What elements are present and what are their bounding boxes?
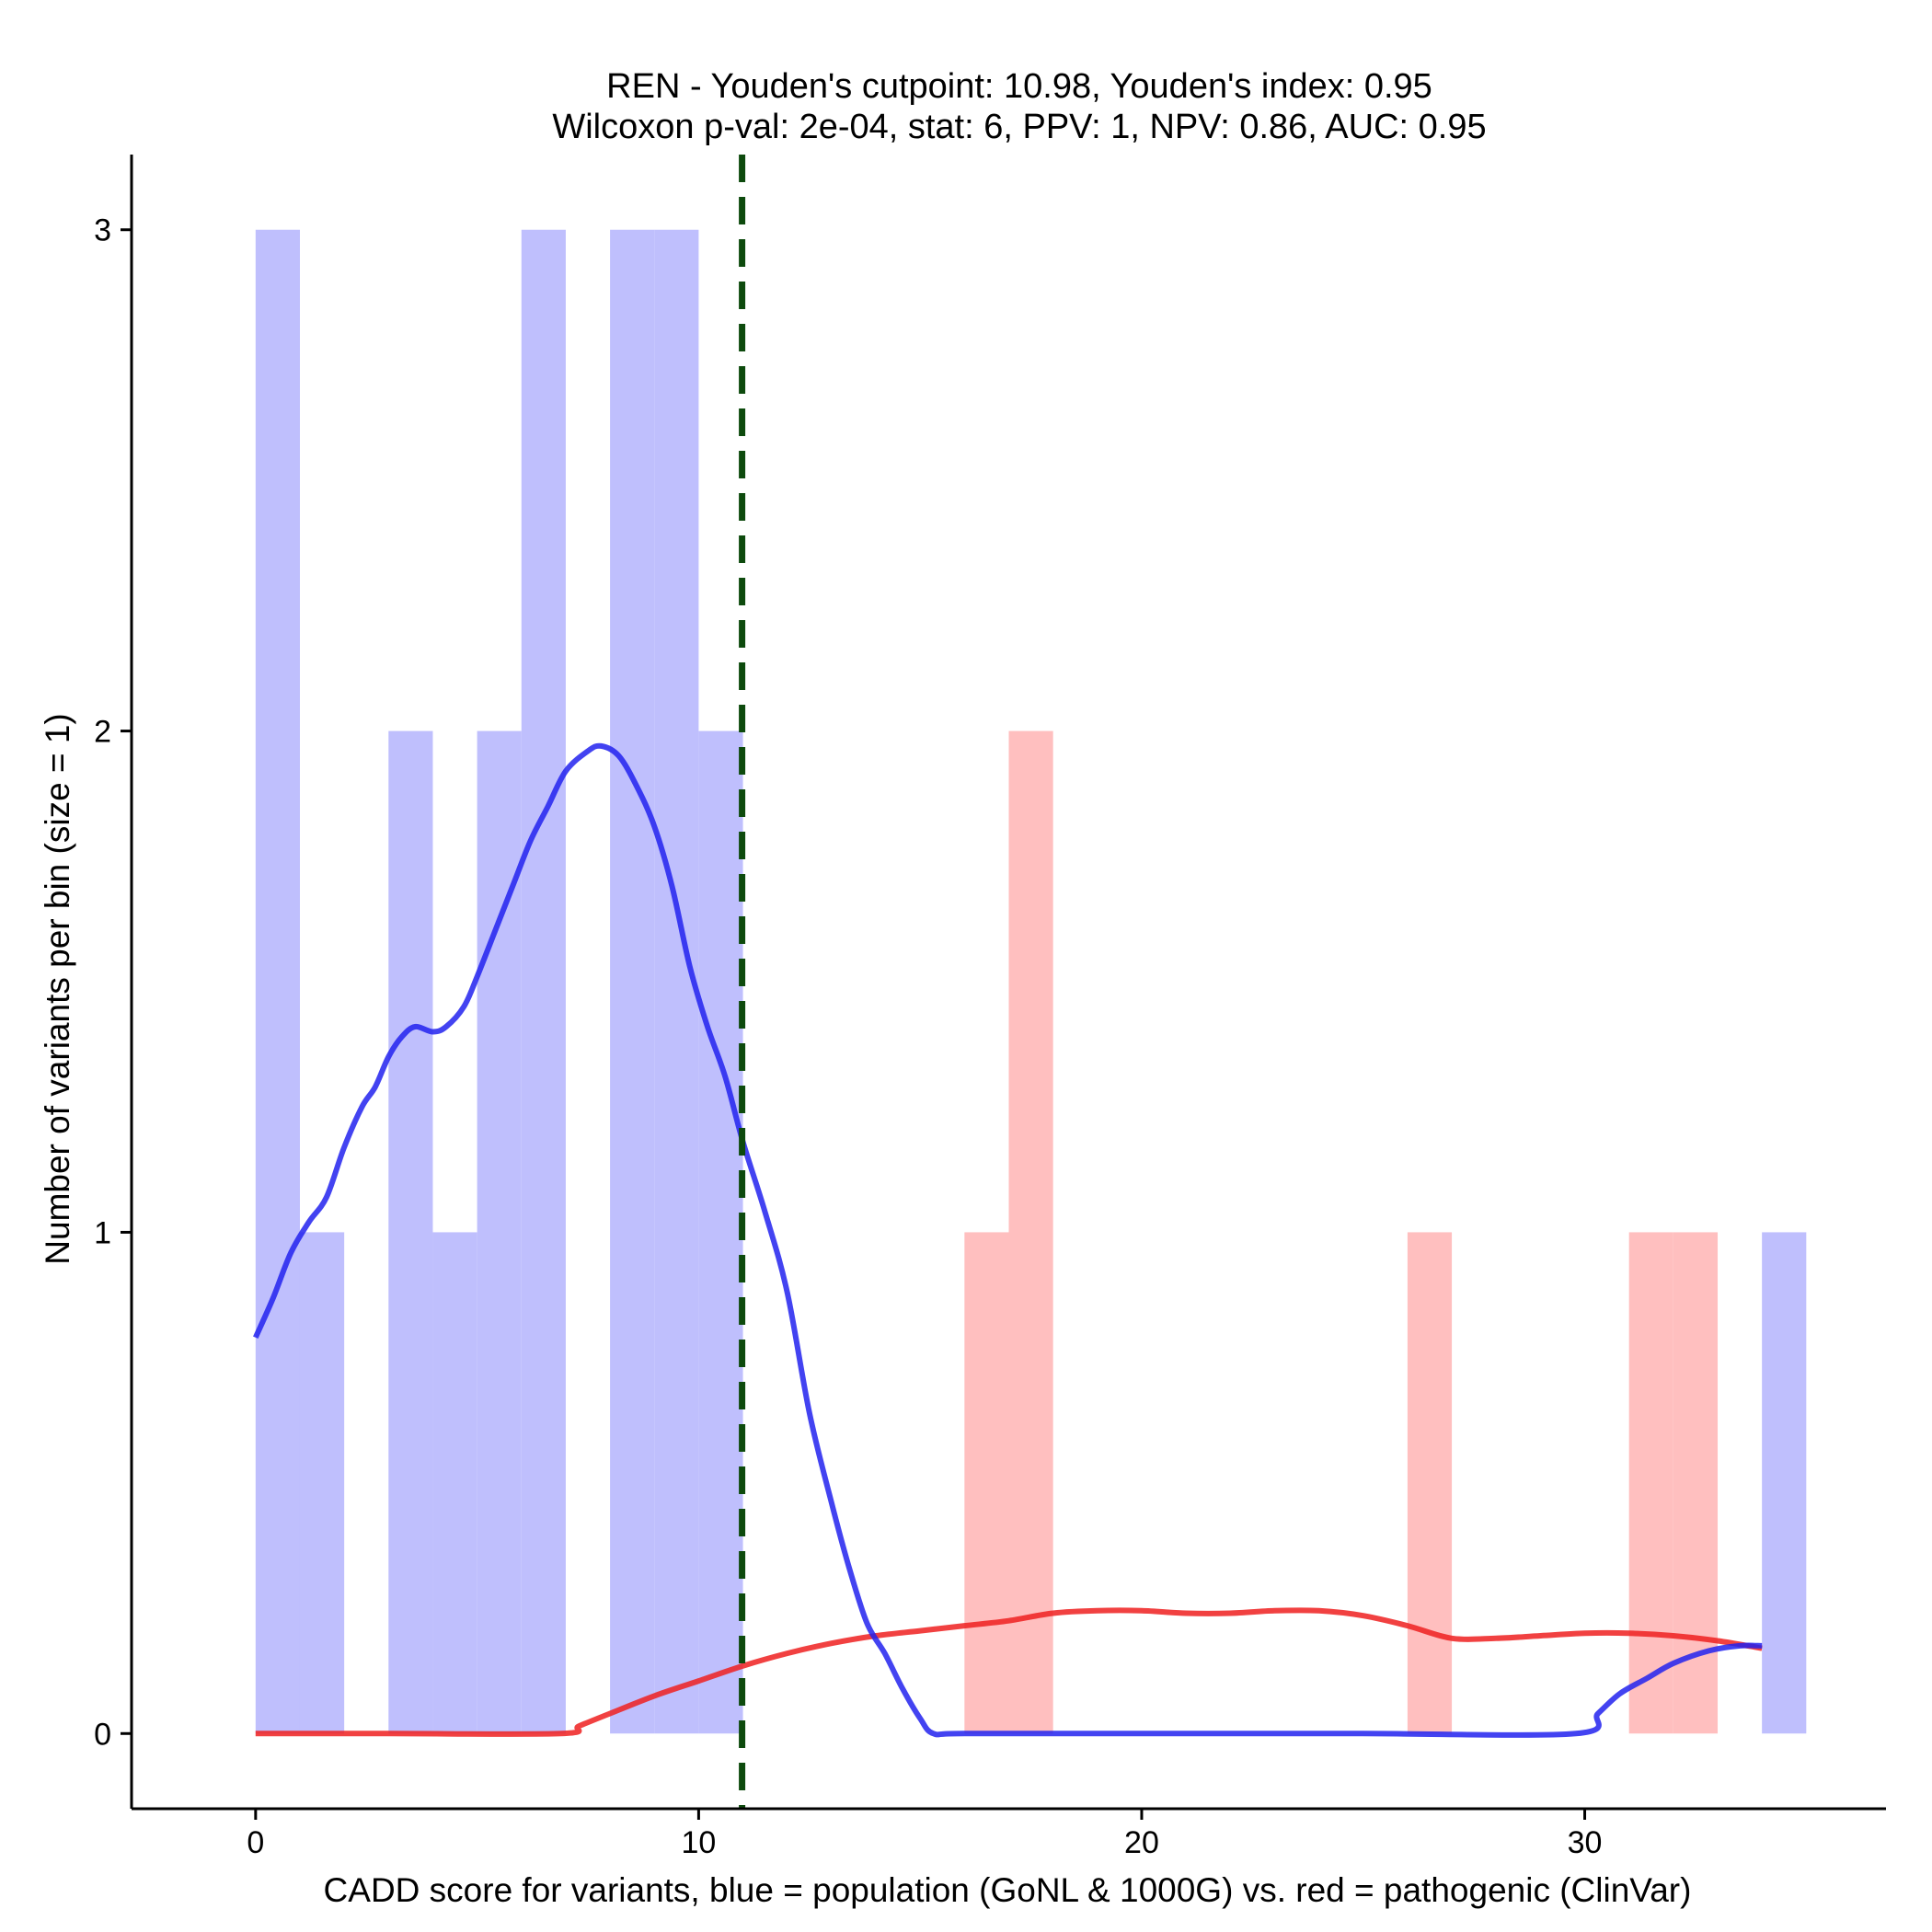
y-tick-label: 2 (94, 715, 111, 750)
pathogenic-bar-3 (1628, 1232, 1673, 1734)
population-bar-4 (477, 730, 522, 1734)
population-density-curve (253, 742, 1763, 1738)
x-tick-label: 30 (1568, 1825, 1603, 1860)
population-bar-8 (698, 730, 743, 1734)
chart-title-line-1: REN - Youden's cutpoint: 10.98, Youden's… (606, 67, 1432, 106)
population-bar-5 (521, 229, 566, 1734)
pathogenic-bar-2 (1407, 1232, 1453, 1734)
x-tick-label: 20 (1124, 1825, 1159, 1860)
x-tick-label: 10 (681, 1825, 716, 1860)
population-bar-9 (1762, 1232, 1807, 1734)
pathogenic-density-curve (255, 1607, 1763, 1737)
chart-title-line-2: Wilcoxon p-val: 2e-04, stat: 6, PPV: 1, … (552, 108, 1486, 146)
population-bar-2 (388, 730, 433, 1734)
y-axis-ticks: 0 1 2 3 (94, 213, 132, 1752)
histogram-bars (255, 229, 1807, 1734)
population-bar-0 (255, 229, 300, 1734)
x-tick-label: 0 (247, 1825, 264, 1860)
x-axis-label: CADD score for variants, blue = populati… (324, 1871, 1692, 1909)
pathogenic-bar-1 (1008, 730, 1053, 1734)
y-tick-label: 0 (94, 1717, 111, 1752)
y-tick-label: 3 (94, 213, 111, 248)
y-tick-label: 1 (94, 1215, 111, 1250)
population-bar-1 (299, 1232, 345, 1734)
x-axis-ticks: 0 10 20 30 (247, 1809, 1602, 1860)
pathogenic-bar-0 (964, 1232, 1009, 1734)
y-axis-label: Number of variants per bin (size = 1) (39, 713, 76, 1264)
population-bar-3 (432, 1232, 477, 1734)
density-curves (253, 742, 1763, 1738)
population-bar-6 (610, 229, 655, 1734)
